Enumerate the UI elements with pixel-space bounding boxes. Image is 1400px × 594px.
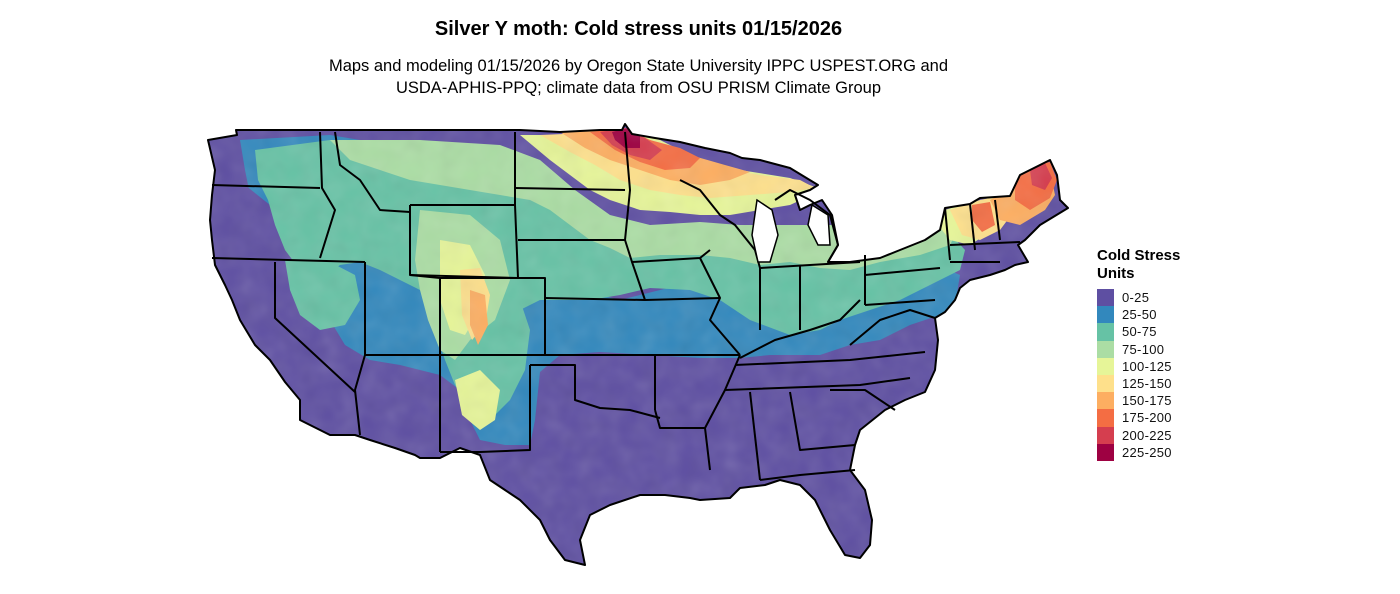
- legend-label: 25-50: [1122, 307, 1157, 323]
- tn-north-border: [734, 351, 926, 366]
- ar-la-border: [654, 409, 705, 429]
- map-title: Silver Y moth: Cold stress units 01/15/2…: [434, 18, 843, 40]
- legend-label: 50-75: [1122, 324, 1157, 340]
- legend: Cold Stress Units 0-25 25-50 50-75 75-100 10…: [1097, 247, 1217, 461]
- subtitle-line-1: Maps and modeling 01/15/2026 by Oregon S…: [328, 57, 949, 75]
- legend-label: 75-100: [1122, 341, 1165, 357]
- cold-stress-raster: [208, 124, 1068, 565]
- legend-swatch: [1097, 409, 1114, 427]
- lake-huron: [807, 203, 831, 246]
- co-border: [440, 277, 546, 355]
- legend-item: 100-125: [1097, 357, 1217, 375]
- legend-swatch: [1097, 306, 1114, 324]
- lake-michigan: [751, 198, 779, 263]
- ia-west-border: [631, 261, 646, 301]
- ky-north-border: [739, 299, 861, 359]
- legend-label: 125-150: [1122, 376, 1172, 392]
- legend-swatch: [1097, 289, 1114, 307]
- state-boundaries: [207, 123, 1069, 566]
- va-border: [849, 309, 936, 346]
- mn-border: [624, 131, 711, 263]
- legend-swatch: [1097, 392, 1114, 410]
- nd-sd-border: [514, 187, 626, 191]
- mi-south-border: [759, 261, 861, 269]
- ms-al-border: [749, 391, 761, 481]
- legend-item: 75-100: [1097, 340, 1217, 358]
- legend-item: 225-250: [1097, 443, 1217, 461]
- ne-ks-border: [544, 297, 646, 301]
- ms-river-border: [704, 354, 741, 471]
- vt-nh-border: [969, 203, 976, 251]
- legend-swatch: [1097, 340, 1114, 358]
- ia-mo-border: [644, 297, 721, 301]
- wa-or-border: [211, 184, 321, 189]
- nc-sc-border: [830, 389, 896, 411]
- nh-me-border: [994, 199, 1001, 241]
- legend-label: 0-25: [1122, 290, 1150, 306]
- legend-item: 0-25: [1097, 289, 1217, 307]
- ma-north-border: [949, 241, 1021, 246]
- legend-label: 100-125: [1122, 358, 1172, 374]
- fl-north-border: [759, 469, 856, 481]
- legend-item: 25-50: [1097, 306, 1217, 324]
- pa-ny-border: [864, 267, 941, 276]
- legend-label: 150-175: [1122, 393, 1172, 409]
- legend-swatch: [1097, 323, 1114, 341]
- legend-label: 175-200: [1122, 410, 1172, 426]
- ny-vt-border: [944, 207, 951, 261]
- subtitle-line-2: USDA-APHIS-PPQ; climate data from OSU PR…: [395, 79, 882, 97]
- legend-label: 200-225: [1122, 427, 1172, 443]
- tn-south-border: [724, 377, 911, 391]
- wy-border: [409, 204, 519, 279]
- pa-md-border: [864, 299, 936, 306]
- ca-nv-border: [274, 262, 356, 393]
- legend-swatch: [1097, 374, 1114, 393]
- mo-il-border: [699, 257, 741, 356]
- ok-tx-border: [530, 364, 661, 419]
- great-lakes: [751, 198, 831, 263]
- or-ca-border: [211, 257, 366, 263]
- legend-title: Cold Stress Units: [1097, 247, 1181, 282]
- mi-lower-outline: [774, 189, 839, 263]
- legend-item: 175-200: [1097, 409, 1217, 427]
- map-subtitle: Maps and modeling 01/15/2026 by Oregon S…: [0, 55, 1277, 99]
- legend-item: 150-175: [1097, 392, 1217, 410]
- legend-swatch: [1097, 357, 1114, 375]
- id-west-border: [319, 131, 336, 259]
- legend-items: 0-25 25-50 50-75 75-100 100-125 125-150 150-17…: [1097, 289, 1217, 461]
- legend-item: 200-225: [1097, 426, 1217, 444]
- wi-border: [679, 179, 756, 251]
- legend-item: 50-75: [1097, 323, 1217, 341]
- legend-item: 125-150: [1097, 374, 1217, 393]
- legend-swatch: [1097, 426, 1114, 444]
- ga-border: [789, 391, 856, 451]
- az-west-border: [354, 354, 366, 436]
- legend-swatch: [1097, 443, 1114, 461]
- legend-label: 225-250: [1122, 444, 1172, 460]
- wy-ut-border: [409, 205, 441, 355]
- nm-tx-border: [440, 365, 531, 453]
- id-mt-border: [334, 131, 411, 213]
